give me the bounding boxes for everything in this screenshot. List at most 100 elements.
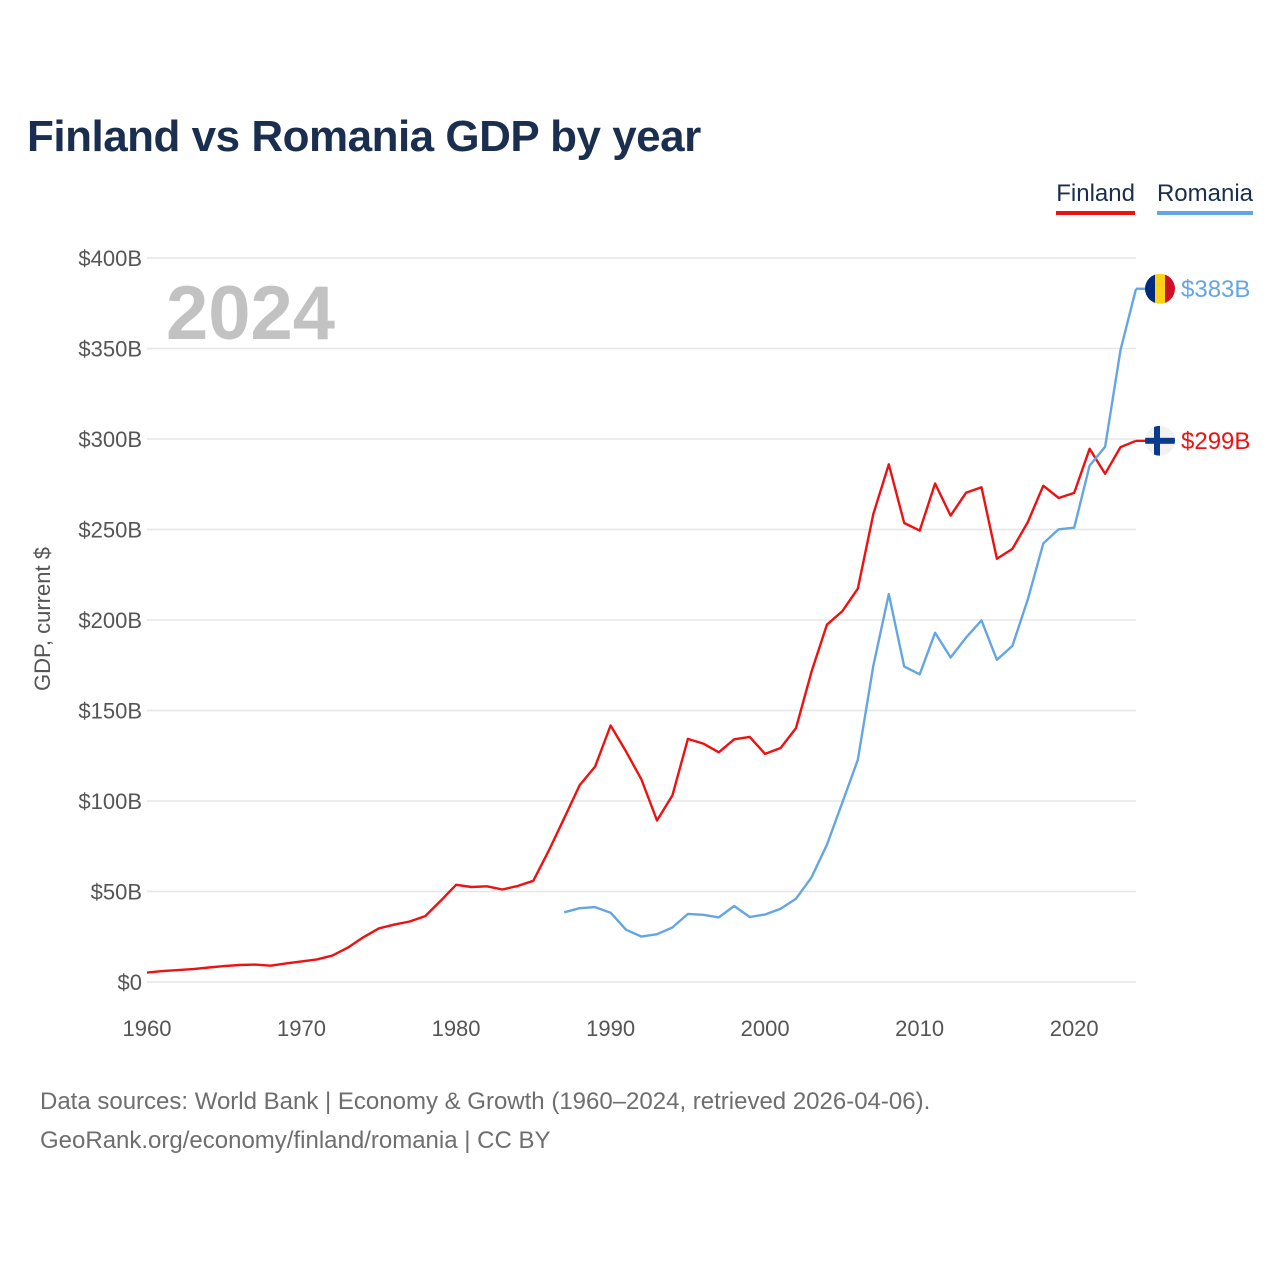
year-label: 2024 xyxy=(166,271,335,356)
data-point xyxy=(376,925,382,931)
data-point xyxy=(299,958,305,964)
y-tick-label: $150B xyxy=(78,699,142,724)
x-tick-label: 1980 xyxy=(432,1016,481,1041)
data-point xyxy=(747,914,753,920)
data-point xyxy=(1071,490,1077,496)
data-point xyxy=(144,970,150,976)
gridlines xyxy=(147,257,1136,983)
y-tick-label: $0 xyxy=(118,970,142,995)
data-point xyxy=(1009,643,1015,649)
data-point xyxy=(608,723,614,729)
data-point xyxy=(221,963,227,969)
data-point xyxy=(808,874,814,880)
series-lines xyxy=(144,286,1139,976)
data-point xyxy=(855,586,861,592)
series-line-romania xyxy=(563,288,1138,938)
data-point xyxy=(1025,596,1031,602)
y-tick-label: $100B xyxy=(78,789,142,814)
data-point xyxy=(731,903,737,909)
data-point xyxy=(870,511,876,517)
data-point xyxy=(855,757,861,763)
legend-item-finland[interactable]: Finland xyxy=(1056,180,1135,215)
data-point xyxy=(886,591,892,597)
data-point xyxy=(870,663,876,669)
source-note: Data sources: World Bank | Economy & Gro… xyxy=(40,1082,930,1160)
data-point xyxy=(1056,526,1062,532)
data-point xyxy=(237,962,243,968)
y-tick-label: $350B xyxy=(78,337,142,362)
gdp-line-chart: $0 $50B $100B $150B $200B $250B $300B $350B $400… xyxy=(30,246,1250,1041)
y-tick-label: $200B xyxy=(78,608,142,633)
series-line-finland xyxy=(146,439,1137,974)
data-point xyxy=(623,748,629,754)
data-point xyxy=(360,934,366,940)
data-point xyxy=(1056,495,1062,501)
data-point xyxy=(932,630,938,636)
data-point xyxy=(994,657,1000,663)
data-point xyxy=(314,956,320,962)
data-point xyxy=(1009,546,1015,552)
data-point xyxy=(948,513,954,519)
data-point xyxy=(762,751,768,757)
data-point xyxy=(932,481,938,487)
data-point xyxy=(499,887,505,893)
data-point xyxy=(577,782,583,788)
data-point xyxy=(685,736,691,742)
y-tick-label: $250B xyxy=(78,518,142,543)
y-tick-label: $400B xyxy=(78,246,142,271)
data-point xyxy=(778,745,784,751)
data-point xyxy=(530,878,536,884)
data-point xyxy=(793,896,799,902)
data-point xyxy=(716,749,722,755)
data-point xyxy=(1025,519,1031,525)
data-point xyxy=(175,967,181,973)
data-point xyxy=(206,965,212,971)
legend-item-romania[interactable]: Romania xyxy=(1156,180,1253,215)
data-point xyxy=(345,945,351,951)
data-point xyxy=(1102,444,1108,450)
data-point xyxy=(268,963,274,969)
data-point xyxy=(252,962,258,968)
series-points-finland xyxy=(144,438,1139,976)
series-end-markers: $299B $383B xyxy=(1136,273,1250,456)
data-point xyxy=(407,919,413,925)
data-point xyxy=(515,883,521,889)
data-point xyxy=(762,911,768,917)
data-point xyxy=(700,912,706,918)
end-value-label-finland: $299B xyxy=(1181,428,1250,455)
x-axis-ticks: 1960 1970 1980 1990 2000 2010 2020 xyxy=(123,1016,1099,1041)
x-tick-label: 2020 xyxy=(1050,1016,1099,1041)
finland-flag-icon xyxy=(1145,425,1175,456)
data-point xyxy=(190,966,196,972)
data-point xyxy=(1102,471,1108,477)
data-point xyxy=(948,654,954,660)
data-point xyxy=(639,777,645,783)
romania-flag-icon xyxy=(1145,273,1175,304)
data-point xyxy=(669,925,675,931)
data-point xyxy=(1118,347,1124,353)
page-title: Finland vs Romania GDP by year xyxy=(27,112,701,161)
data-point xyxy=(546,848,552,854)
data-point xyxy=(886,461,892,467)
source-line-2[interactable]: GeoRank.org/economy/finland/romania | CC… xyxy=(40,1127,551,1154)
data-point xyxy=(700,741,706,747)
data-point xyxy=(1118,444,1124,450)
data-point xyxy=(901,520,907,526)
data-point xyxy=(824,842,830,848)
series-points-romania xyxy=(561,286,1139,940)
y-axis-ticks: $0 $50B $100B $150B $200B $250B $300B $350B $400… xyxy=(78,246,142,995)
x-tick-label: 1960 xyxy=(123,1016,172,1041)
data-point xyxy=(422,913,428,919)
source-line-1: Data sources: World Bank | Economy & Gro… xyxy=(40,1088,931,1115)
data-point xyxy=(778,906,784,912)
data-point xyxy=(839,608,845,614)
data-point xyxy=(283,960,289,966)
x-tick-label: 1990 xyxy=(586,1016,635,1041)
data-point xyxy=(654,931,660,937)
data-point xyxy=(808,669,814,675)
x-tick-label: 1970 xyxy=(277,1016,326,1041)
data-point xyxy=(839,799,845,805)
data-point xyxy=(469,884,475,890)
data-point xyxy=(453,882,459,888)
data-point xyxy=(592,764,598,770)
